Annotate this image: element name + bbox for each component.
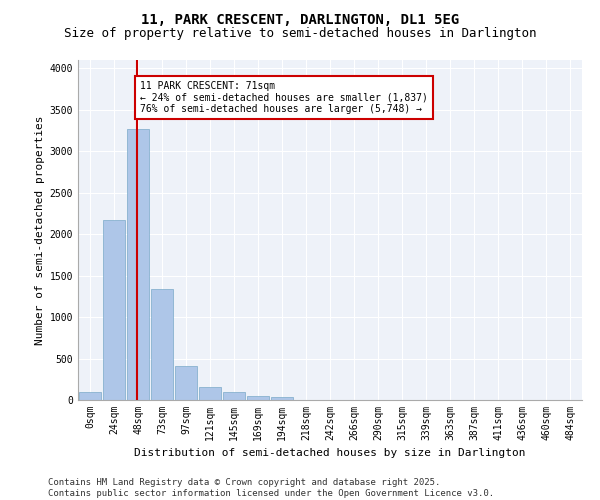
X-axis label: Distribution of semi-detached houses by size in Darlington: Distribution of semi-detached houses by … [134,448,526,458]
Bar [271,396,293,400]
Text: Contains HM Land Registry data © Crown copyright and database right 2025.
Contai: Contains HM Land Registry data © Crown c… [48,478,494,498]
Text: Size of property relative to semi-detached houses in Darlington: Size of property relative to semi-detach… [64,28,536,40]
Bar [127,129,149,400]
Text: 11, PARK CRESCENT, DARLINGTON, DL1 5EG: 11, PARK CRESCENT, DARLINGTON, DL1 5EG [141,12,459,26]
Text: 11 PARK CRESCENT: 71sqm
← 24% of semi-detached houses are smaller (1,837)
76% of: 11 PARK CRESCENT: 71sqm ← 24% of semi-de… [140,80,428,114]
Bar [79,392,101,400]
Bar [151,289,173,400]
Bar [223,392,245,400]
Bar [199,386,221,400]
Bar [175,366,197,400]
Y-axis label: Number of semi-detached properties: Number of semi-detached properties [35,116,46,345]
Bar [247,396,269,400]
Bar [103,220,125,400]
